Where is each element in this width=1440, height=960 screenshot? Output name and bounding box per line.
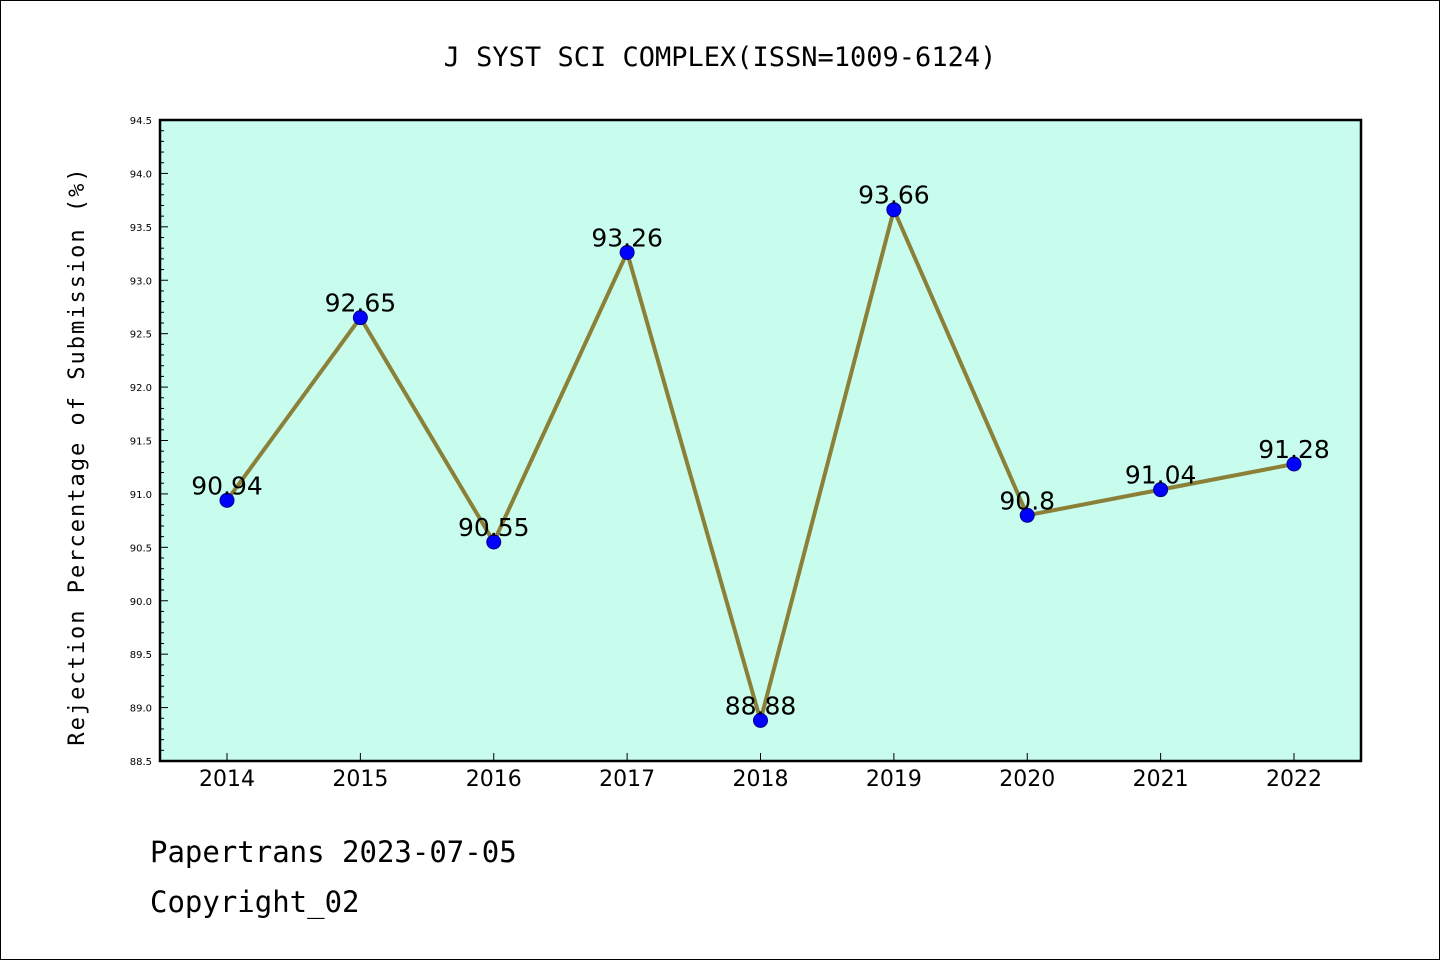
data-label-2022: 91.28 bbox=[1258, 435, 1330, 464]
x-tick-label-2021: 2021 bbox=[1133, 767, 1189, 792]
plot-area bbox=[160, 120, 1361, 761]
data-point-2016 bbox=[486, 534, 502, 550]
data-label-2016: 90.55 bbox=[458, 513, 530, 542]
x-tick-label-2020: 2020 bbox=[999, 767, 1055, 792]
data-label-2019: 93.66 bbox=[858, 181, 930, 210]
y-tick-label: 90.0 bbox=[130, 597, 152, 608]
x-tick-label-2015: 2015 bbox=[332, 767, 388, 792]
data-point-2022 bbox=[1286, 456, 1302, 472]
data-label-2015: 92.65 bbox=[325, 289, 397, 318]
y-tick-label: 89.5 bbox=[130, 650, 152, 661]
y-tick-label: 88.5 bbox=[130, 757, 152, 768]
x-tick-label-2018: 2018 bbox=[733, 767, 789, 792]
y-tick-label: 93.5 bbox=[130, 223, 152, 234]
y-tick-label: 94.0 bbox=[130, 169, 152, 180]
x-tick-label-2022: 2022 bbox=[1266, 767, 1322, 792]
data-point-2021 bbox=[1153, 482, 1169, 498]
data-point-2018 bbox=[753, 712, 768, 728]
data-label-2017: 93.26 bbox=[591, 223, 663, 252]
data-point-2015 bbox=[352, 310, 368, 326]
plot-border bbox=[158, 118, 1363, 763]
data-point-2014 bbox=[219, 492, 235, 508]
data-label-2021: 91.04 bbox=[1125, 461, 1197, 490]
y-tick-label: 91.0 bbox=[130, 490, 152, 501]
y-tick-label: 92.5 bbox=[130, 330, 152, 341]
x-tick-label-2016: 2016 bbox=[466, 767, 522, 792]
x-tick-label-2017: 2017 bbox=[599, 767, 655, 792]
data-label-2018: 88.88 bbox=[725, 691, 797, 720]
y-tick-label: 92.0 bbox=[130, 383, 152, 394]
x-axis: 2014 2015 2016 2017 2018 2019 2020 2021 2022 bbox=[199, 753, 1322, 792]
data-point-2019 bbox=[886, 202, 902, 218]
x-tick-label-2014: 2014 bbox=[199, 767, 255, 792]
series-line-group: 90.94 92.65 90.55 93.26 88.88 93.66 90.8 91.04 9… bbox=[191, 181, 1330, 728]
y-tick-label: 89.0 bbox=[130, 704, 152, 715]
y-tick-label: 91.5 bbox=[130, 437, 152, 448]
footer-copyright-text: Copyright_02 bbox=[150, 885, 360, 919]
y-tick-label: 93.0 bbox=[130, 276, 152, 287]
y-axis-label: Rejection Percentage of Submission (%) bbox=[65, 166, 90, 745]
data-label-2014: 90.94 bbox=[191, 471, 263, 500]
y-tick-label: 90.5 bbox=[130, 543, 152, 554]
chart-title: J SYST SCI COMPLEX(ISSN=1009-6124) bbox=[444, 42, 997, 73]
y-tick-label: 94.5 bbox=[130, 116, 152, 127]
footer-date-text: Papertrans 2023-07-05 bbox=[150, 835, 517, 869]
data-label-2020: 90.8 bbox=[999, 486, 1055, 515]
data-point-2020 bbox=[1019, 507, 1035, 523]
x-tick-label-2019: 2019 bbox=[866, 767, 922, 792]
data-point-2017 bbox=[619, 244, 635, 260]
